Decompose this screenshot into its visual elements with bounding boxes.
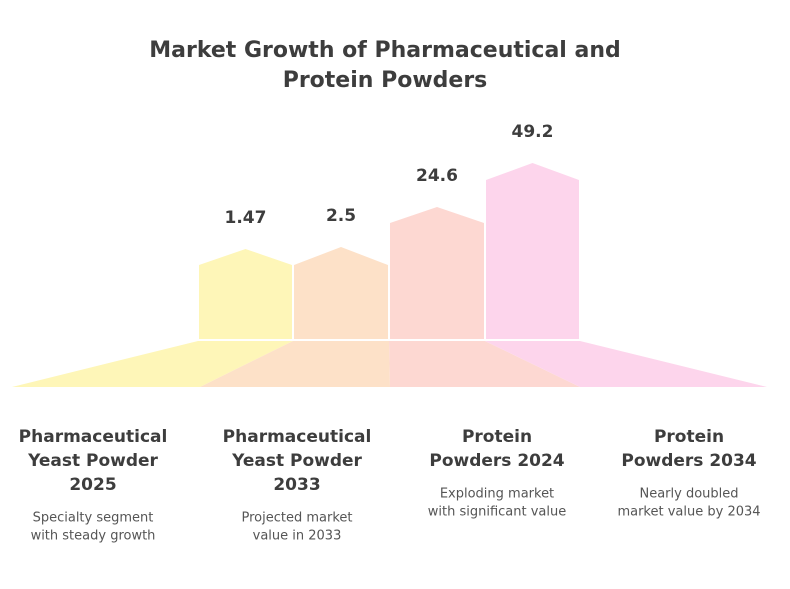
- item-description: Specialty segment: [33, 511, 154, 526]
- title: Protein Powders: [283, 68, 488, 93]
- item-description: with steady growth: [31, 529, 156, 544]
- floor-segment: [389, 341, 580, 387]
- item-label: 2033: [273, 475, 320, 495]
- item-label: Pharmaceutical: [19, 427, 168, 447]
- item-label: Pharmaceutical: [223, 427, 372, 447]
- item-label: 2025: [69, 475, 116, 495]
- item-description: market value by 2034: [617, 505, 760, 520]
- item-description: Exploding market: [440, 487, 554, 502]
- item-label: Protein: [654, 427, 724, 447]
- column: [199, 249, 292, 339]
- item-label: Yeast Powder: [27, 451, 158, 471]
- item-label: Powders 2024: [429, 451, 564, 471]
- floor-segment: [485, 341, 767, 387]
- column: [294, 247, 388, 339]
- item-label: Powders 2034: [621, 451, 756, 471]
- item-description: Projected market: [242, 511, 353, 526]
- floor-segment: [200, 341, 390, 387]
- value-label: 49.2: [512, 122, 554, 142]
- floor-segment: [12, 341, 293, 387]
- item-label: Protein: [462, 427, 532, 447]
- item-description: value in 2033: [253, 529, 342, 544]
- item-description: with significant value: [428, 505, 566, 520]
- item-label: Yeast Powder: [231, 451, 362, 471]
- value-label: 2.5: [326, 206, 356, 226]
- value-label: 24.6: [416, 166, 458, 186]
- value-label: 1.47: [225, 208, 267, 228]
- column: [486, 163, 579, 339]
- item-description: Nearly doubled: [639, 487, 738, 502]
- title: Market Growth of Pharmaceutical and: [149, 38, 621, 63]
- column: [390, 207, 484, 339]
